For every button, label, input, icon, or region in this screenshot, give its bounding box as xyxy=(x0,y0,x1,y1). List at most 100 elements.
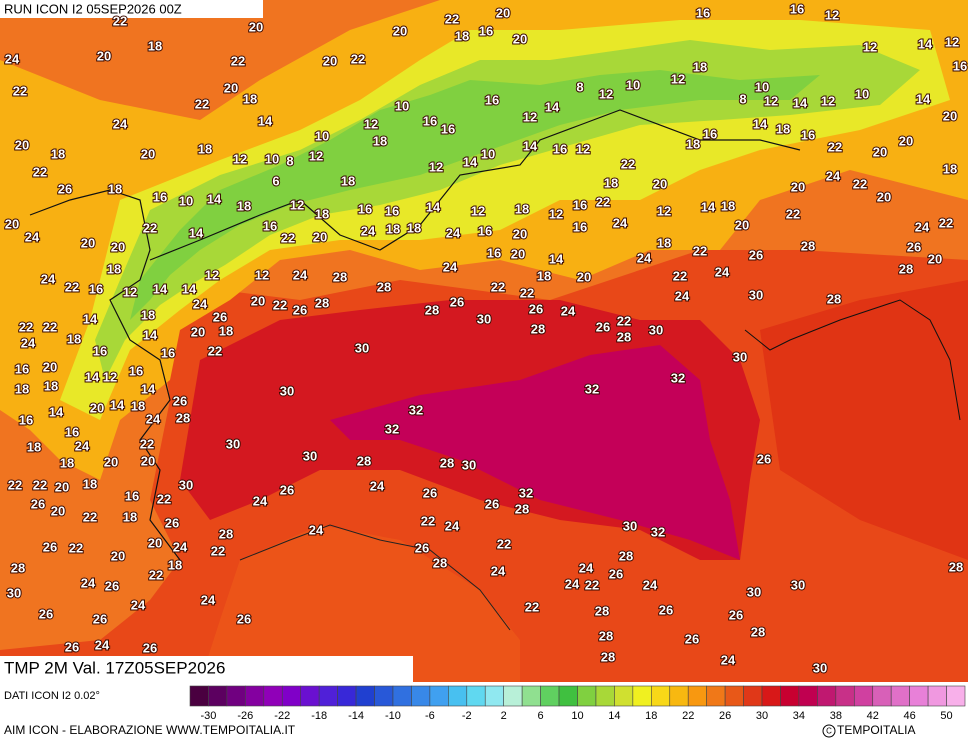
temperature-label: 16 xyxy=(423,113,437,128)
legend-swatch xyxy=(724,685,744,707)
legend-tick-label: 26 xyxy=(719,710,731,722)
temperature-label: 28 xyxy=(619,548,633,563)
temperature-label: 22 xyxy=(69,540,83,555)
temperature-label: 20 xyxy=(97,48,111,63)
temperature-label: 16 xyxy=(441,121,455,136)
legend-swatch xyxy=(521,685,541,707)
temperature-label: 18 xyxy=(219,323,233,338)
temperature-label: 24 xyxy=(643,577,658,592)
temperature-label: 20 xyxy=(393,23,407,38)
temperature-label: 24 xyxy=(146,411,161,426)
temperature-label: 22 xyxy=(143,220,157,235)
temperature-label: 16 xyxy=(790,1,804,16)
temperature-label: 18 xyxy=(537,268,551,283)
temperature-label: 22 xyxy=(19,319,33,334)
temperature-label: 12 xyxy=(233,151,247,166)
header-box xyxy=(0,0,263,18)
temperature-label: 24 xyxy=(491,563,506,578)
temperature-label: 12 xyxy=(576,141,590,156)
temperature-label: 16 xyxy=(485,92,499,107)
temperature-label: 26 xyxy=(757,451,771,466)
temperature-label: 22 xyxy=(585,577,599,592)
legend-swatch xyxy=(909,685,929,707)
temperature-label: 22 xyxy=(113,13,127,28)
temperature-label: 24 xyxy=(41,271,56,286)
legend-tick-label: 22 xyxy=(682,710,694,722)
temperature-label: 26 xyxy=(237,611,251,626)
temperature-label: 30 xyxy=(226,436,240,451)
temperature-label: 14 xyxy=(189,225,204,240)
temperature-label: 30 xyxy=(462,457,476,472)
temperature-label: 30 xyxy=(355,340,369,355)
temperature-label: 20 xyxy=(735,217,749,232)
temperature-label: 24 xyxy=(293,267,308,282)
legend-tick-label: 18 xyxy=(645,710,657,722)
temperature-label: 12 xyxy=(103,369,117,384)
temperature-label: 20 xyxy=(791,179,805,194)
temperature-label: 28 xyxy=(425,302,439,317)
temperature-label: 24 xyxy=(721,652,736,667)
legend-swatch xyxy=(669,685,689,707)
temperature-label: 18 xyxy=(44,378,58,393)
temperature-label: 24 xyxy=(361,223,376,238)
temperature-label: 18 xyxy=(237,198,251,213)
temperature-label: 14 xyxy=(141,381,156,396)
temperature-label: 22 xyxy=(491,279,505,294)
temperature-label: 10 xyxy=(481,146,495,161)
legend-tick-label: -14 xyxy=(348,710,364,722)
temperature-label: 32 xyxy=(409,402,423,417)
temperature-label: 22 xyxy=(43,319,57,334)
temperature-label: 22 xyxy=(65,279,79,294)
temperature-label: 20 xyxy=(249,19,263,34)
temperature-label: 28 xyxy=(617,329,631,344)
temperature-label: 28 xyxy=(11,560,25,575)
legend-swatch xyxy=(946,685,966,707)
temperature-label: 18 xyxy=(27,439,41,454)
temperature-label: 24 xyxy=(95,637,110,652)
temperature-label: 28 xyxy=(176,410,190,425)
temperature-label: 18 xyxy=(693,59,707,74)
temperature-label: 20 xyxy=(873,144,887,159)
temperature-label: 18 xyxy=(776,121,790,136)
coast-line xyxy=(239,524,511,631)
legend-tick-label: 6 xyxy=(538,710,544,722)
temperature-label: 18 xyxy=(15,381,29,396)
temperature-label: 24 xyxy=(637,250,652,265)
temperature-label: 26 xyxy=(659,602,673,617)
temperature-label: 28 xyxy=(377,279,391,294)
temperature-label: 22 xyxy=(140,436,154,451)
temperature-label: 22 xyxy=(211,543,225,558)
temperature-label: 26 xyxy=(105,578,119,593)
temperature-label: 22 xyxy=(208,343,222,358)
temperature-label: 18 xyxy=(131,398,145,413)
temperature-label: 26 xyxy=(31,496,45,511)
temperature-label: 14 xyxy=(143,327,158,342)
temperature-label: 28 xyxy=(601,649,615,664)
temperature-label: 24 xyxy=(131,597,146,612)
temperature-label: 18 xyxy=(123,509,137,524)
map xyxy=(0,0,968,682)
temperature-label: 24 xyxy=(5,51,20,66)
temperature-label: 16 xyxy=(129,363,143,378)
temperature-label: 16 xyxy=(263,218,277,233)
temperature-label: 20 xyxy=(111,239,125,254)
temperature-label: 20 xyxy=(81,235,95,250)
temperature-label: 24 xyxy=(113,116,128,131)
temperature-label: 28 xyxy=(515,501,529,516)
temperature-label: 14 xyxy=(83,311,98,326)
temperature-label: 18 xyxy=(108,181,122,196)
temperature-label: 26 xyxy=(423,485,437,500)
temperature-label: 24 xyxy=(915,219,930,234)
temperature-label: 16 xyxy=(703,126,717,141)
temperature-label: 14 xyxy=(916,91,931,106)
temperature-label: 16 xyxy=(696,5,710,20)
temperature-label: 18 xyxy=(686,136,700,151)
temperature-label: 26 xyxy=(65,639,79,654)
legend-swatch xyxy=(927,685,947,707)
temperature-label: 26 xyxy=(43,539,57,554)
temperature-label: 12 xyxy=(549,206,563,221)
temperature-label: 24 xyxy=(370,478,385,493)
temperature-label: 20 xyxy=(513,226,527,241)
